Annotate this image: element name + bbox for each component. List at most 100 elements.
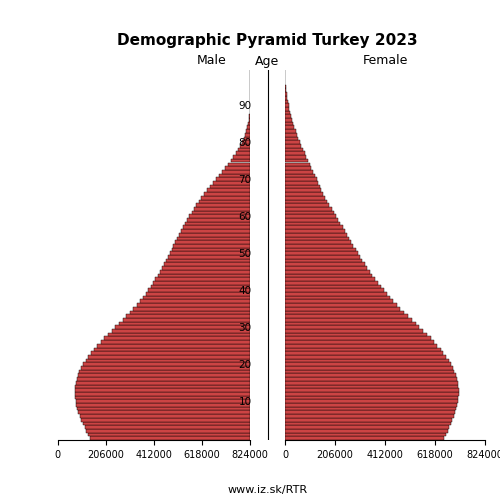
Bar [204, 192, 250, 196]
Bar [285, 92, 286, 96]
Bar [160, 270, 250, 274]
Bar [213, 181, 250, 184]
Bar [285, 318, 412, 322]
Bar [248, 126, 250, 129]
Bar [285, 166, 312, 170]
Bar [119, 322, 250, 326]
Bar [91, 351, 250, 355]
Bar [76, 381, 250, 384]
Bar [134, 307, 250, 310]
Bar [285, 355, 446, 358]
Bar [285, 340, 434, 344]
Bar [285, 126, 294, 129]
Bar [249, 118, 250, 122]
Bar [285, 348, 440, 351]
Bar [210, 184, 250, 188]
Text: Male: Male [196, 54, 226, 68]
Bar [78, 374, 250, 377]
Bar [285, 432, 446, 436]
Bar [285, 129, 296, 133]
Bar [90, 436, 250, 440]
Bar [285, 214, 336, 218]
Bar [285, 114, 292, 118]
Bar [285, 162, 310, 166]
Bar [228, 162, 250, 166]
Bar [172, 248, 250, 252]
Bar [285, 133, 297, 136]
Bar [285, 258, 362, 262]
Bar [285, 344, 438, 348]
Bar [168, 255, 250, 258]
Bar [285, 155, 306, 159]
Bar [236, 152, 250, 155]
Bar [285, 281, 378, 284]
Bar [285, 374, 456, 377]
Bar [285, 178, 316, 181]
Bar [285, 307, 401, 310]
Bar [238, 148, 250, 152]
Bar [76, 400, 250, 403]
Bar [285, 410, 455, 414]
Bar [84, 362, 250, 366]
Bar [285, 140, 300, 144]
Bar [166, 258, 250, 262]
Bar [285, 122, 294, 126]
Bar [174, 244, 250, 248]
Bar [285, 288, 384, 292]
Bar [194, 207, 250, 210]
Bar [285, 329, 424, 332]
Bar [234, 155, 250, 159]
Bar [285, 277, 375, 281]
Bar [136, 303, 250, 307]
Bar [285, 296, 390, 300]
Bar [285, 310, 404, 314]
Bar [86, 358, 250, 362]
Bar [199, 200, 250, 203]
Bar [285, 96, 287, 100]
Bar [285, 418, 452, 422]
Bar [82, 366, 250, 370]
Bar [285, 170, 313, 173]
Bar [207, 188, 250, 192]
Bar [285, 136, 298, 140]
Bar [143, 296, 250, 300]
Bar [285, 429, 448, 432]
Bar [112, 329, 250, 332]
Bar [196, 203, 250, 207]
Text: Age: Age [256, 54, 280, 68]
Bar [222, 170, 250, 173]
Bar [248, 122, 250, 126]
Bar [76, 384, 250, 388]
Bar [285, 403, 457, 406]
Bar [285, 248, 356, 252]
Bar [170, 252, 250, 255]
Bar [285, 400, 458, 403]
Bar [78, 406, 250, 410]
Bar [285, 392, 459, 396]
Bar [285, 314, 408, 318]
Bar [285, 436, 444, 440]
Bar [88, 355, 250, 358]
Bar [80, 414, 250, 418]
Bar [285, 425, 450, 429]
Bar [94, 348, 250, 351]
Bar [285, 222, 341, 226]
Text: Female: Female [362, 54, 408, 68]
Bar [285, 107, 290, 110]
Bar [162, 266, 250, 270]
Bar [78, 410, 250, 414]
Text: www.iz.sk/RTR: www.iz.sk/RTR [228, 485, 308, 495]
Bar [216, 178, 250, 181]
Bar [285, 351, 444, 355]
Bar [285, 396, 459, 400]
Bar [285, 266, 368, 270]
Bar [164, 262, 250, 266]
Bar [285, 229, 344, 233]
Bar [285, 422, 451, 425]
Bar [140, 300, 250, 303]
Bar [285, 303, 397, 307]
Bar [285, 200, 327, 203]
Bar [148, 288, 250, 292]
Bar [150, 284, 250, 288]
Bar [285, 270, 370, 274]
